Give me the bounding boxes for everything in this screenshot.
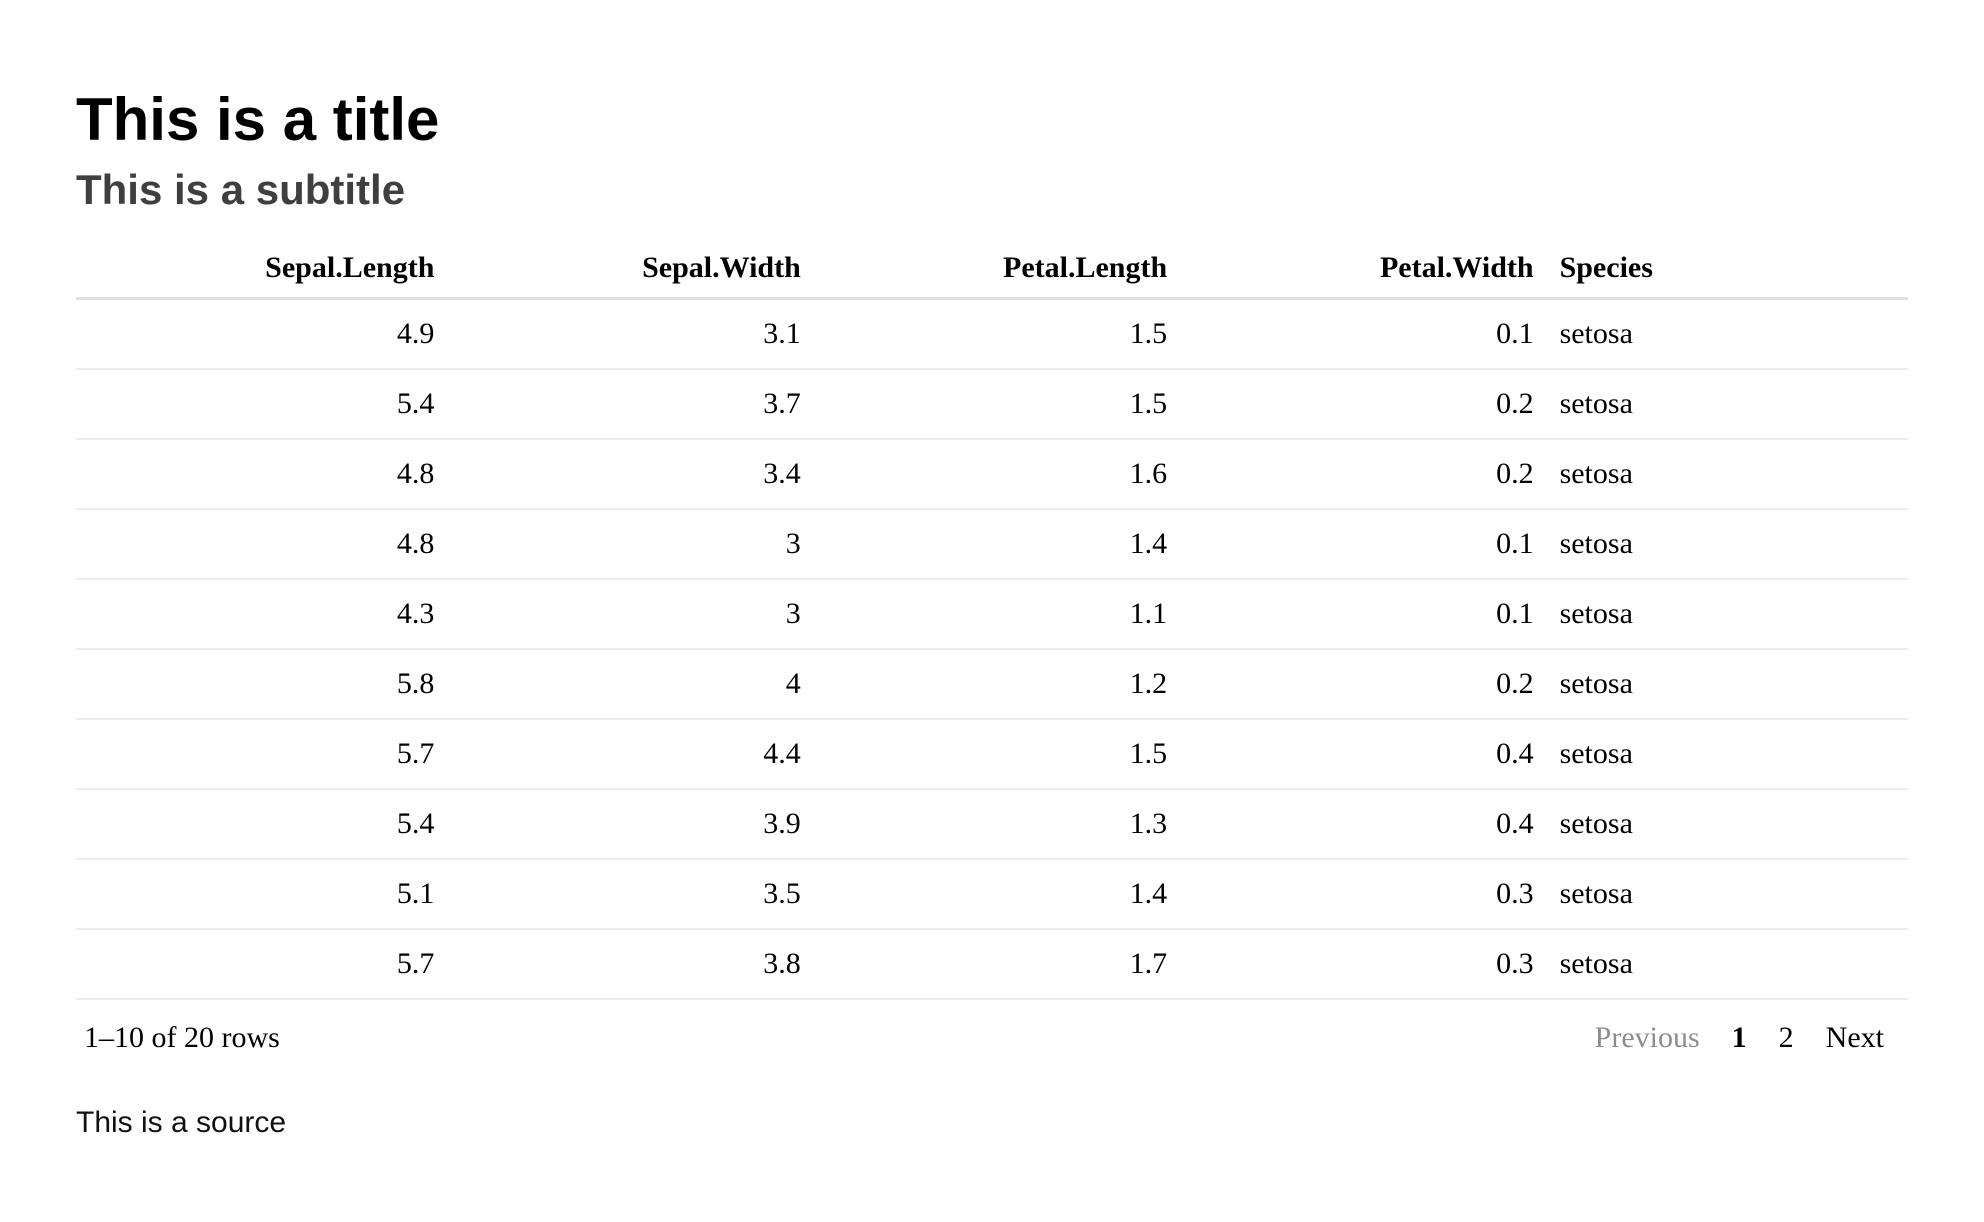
table-cell: 4.8 (76, 509, 443, 581)
table-cell: 3.4 (442, 439, 809, 511)
table-cell: 4.8 (76, 439, 443, 511)
iris-table: Sepal.Length Sepal.Width Petal.Length Petal… (76, 243, 1908, 1001)
table-cell: 1.4 (808, 859, 1176, 931)
table-cell: 1.2 (808, 649, 1176, 721)
table-row: 4.8 3 1.4 0.1 setosa (76, 509, 1908, 581)
table-cell: 0.1 (1175, 579, 1542, 651)
table-cell: 3 (442, 509, 809, 581)
table-cell: 1.6 (808, 439, 1176, 511)
table-cell: 0.2 (1175, 649, 1542, 721)
table-cell: setosa (1541, 439, 1908, 511)
table-cell: 1.5 (808, 298, 1176, 371)
table-cell: 1.3 (808, 789, 1176, 861)
table-cell: 0.2 (1175, 369, 1542, 441)
column-header-petal-length[interactable]: Petal.Length (808, 243, 1176, 301)
table-cell: 4.3 (76, 579, 443, 651)
previous-page-button[interactable]: Previous (1579, 1014, 1716, 1062)
page-info: 1–10 of 20 rows (84, 1021, 280, 1055)
column-header-sepal-length[interactable]: Sepal.Length (76, 243, 443, 301)
table-cell: 4.9 (76, 298, 443, 371)
table-cell: 3.5 (442, 859, 809, 931)
table-cell: 0.4 (1175, 789, 1542, 861)
table-cell: setosa (1541, 789, 1908, 861)
table-header-row: Sepal.Length Sepal.Width Petal.Length Petal… (76, 243, 1908, 301)
table-cell: 1.5 (808, 719, 1176, 791)
page-button-1[interactable]: 1 (1716, 1014, 1763, 1062)
table-cell: 0.2 (1175, 439, 1542, 511)
table-cell: 4 (442, 649, 809, 721)
table-cell: 5.4 (76, 789, 443, 861)
table-row: 4.9 3.1 1.5 0.1 setosa (76, 298, 1908, 371)
table-cell: setosa (1541, 579, 1908, 651)
table-cell: setosa (1541, 859, 1908, 931)
table-cell: 5.7 (76, 719, 443, 791)
table-cell: 1.1 (808, 579, 1176, 651)
column-header-species[interactable]: Species (1541, 243, 1908, 301)
table-cell: 1.4 (808, 509, 1176, 581)
source-note: This is a source (76, 1106, 287, 1140)
table-cell: 3.8 (442, 929, 809, 1001)
report-page: This is a title This is a subtitle Sepal… (76, 86, 1908, 1140)
table-cell: setosa (1541, 649, 1908, 721)
table-cell: setosa (1541, 298, 1908, 371)
data-table: Sepal.Length Sepal.Width Petal.Length Petal… (76, 243, 1908, 1062)
table-row: 5.8 4 1.2 0.2 setosa (76, 649, 1908, 721)
table-row: 4.3 3 1.1 0.1 setosa (76, 579, 1908, 651)
table-cell: 3.7 (442, 369, 809, 441)
page-title: This is a title (76, 86, 440, 153)
table-cell: 0.3 (1175, 929, 1542, 1001)
table-cell: 1.5 (808, 369, 1176, 441)
table-cell: setosa (1541, 719, 1908, 791)
table-cell: 5.7 (76, 929, 443, 1001)
table-cell: 5.8 (76, 649, 443, 721)
table-cell: 0.1 (1175, 298, 1542, 371)
table-cell: 4.4 (442, 719, 809, 791)
table-cell: 0.1 (1175, 509, 1542, 581)
table-cell: setosa (1541, 369, 1908, 441)
table-cell: 3.9 (442, 789, 809, 861)
table-cell: 3 (442, 579, 809, 651)
table-row: 5.1 3.5 1.4 0.3 setosa (76, 859, 1908, 931)
table-row: 5.4 3.7 1.5 0.2 setosa (76, 369, 1908, 441)
table-cell: setosa (1541, 509, 1908, 581)
table-row: 5.7 4.4 1.5 0.4 setosa (76, 719, 1908, 791)
table-row: 5.4 3.9 1.3 0.4 setosa (76, 789, 1908, 861)
column-header-sepal-width[interactable]: Sepal.Width (442, 243, 809, 301)
table-cell: 5.4 (76, 369, 443, 441)
page-subtitle: This is a subtitle (76, 166, 406, 213)
page-button-2[interactable]: 2 (1763, 1014, 1810, 1062)
table-row: 5.7 3.8 1.7 0.3 setosa (76, 929, 1908, 1001)
column-header-petal-width[interactable]: Petal.Width (1175, 243, 1542, 301)
table-cell: 0.4 (1175, 719, 1542, 791)
table-cell: setosa (1541, 929, 1908, 1001)
table-cell: 3.1 (442, 298, 809, 371)
table-cell: 1.7 (808, 929, 1176, 1001)
next-page-button[interactable]: Next (1810, 1014, 1900, 1062)
table-cell: 5.1 (76, 859, 443, 931)
table-row: 4.8 3.4 1.6 0.2 setosa (76, 439, 1908, 511)
table-cell: 0.3 (1175, 859, 1542, 931)
